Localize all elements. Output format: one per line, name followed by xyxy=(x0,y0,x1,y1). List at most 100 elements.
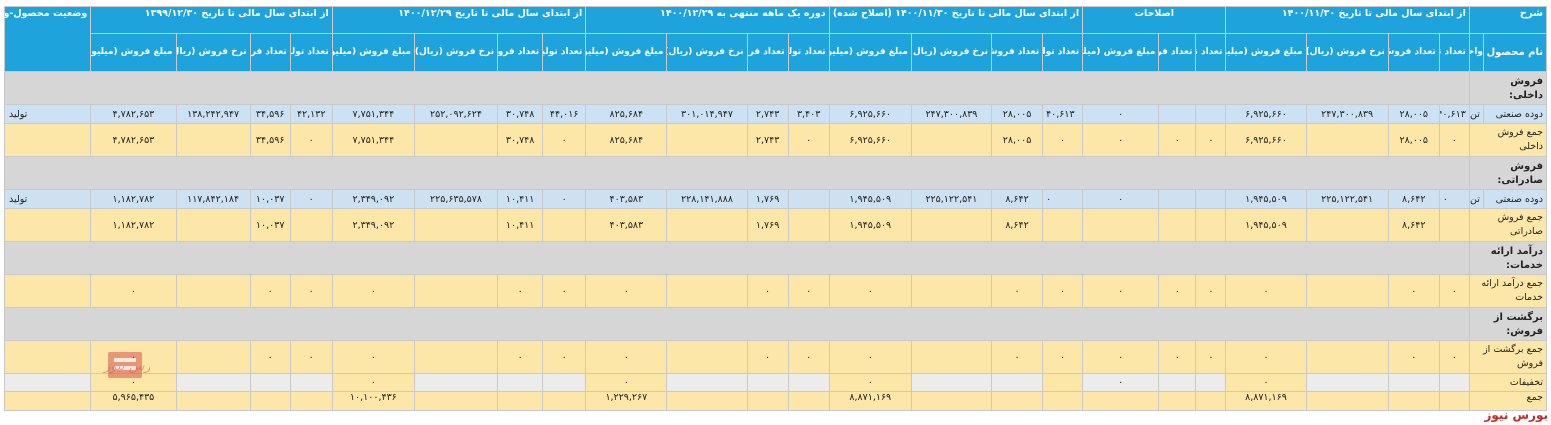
table-cell: ۲۵۲,۰۹۲,۶۲۴ xyxy=(413,104,499,124)
table-cell xyxy=(1158,373,1197,392)
table-cell: ۲۸,۰۰۵ xyxy=(990,123,1044,157)
table-cell xyxy=(175,391,251,411)
table-cell: ۰ xyxy=(746,340,789,374)
table-cell xyxy=(413,274,499,308)
table-cell: ۰ xyxy=(1387,274,1440,308)
table-cell xyxy=(413,391,499,411)
table-cell xyxy=(910,373,993,392)
table-cell: ۰ xyxy=(1082,373,1160,392)
table-cell: ۰ xyxy=(585,373,668,392)
table-cell xyxy=(1195,104,1227,124)
table-cell xyxy=(497,373,544,392)
row-label: تخفیفات xyxy=(1468,373,1548,392)
table-cell: ۰ xyxy=(289,189,333,209)
table-cell xyxy=(542,391,587,411)
table-cell: ۱,۹۴۵,۵۰۹ xyxy=(828,189,912,209)
table-cell xyxy=(1305,123,1389,157)
table-cell: ۲۲۵,۱۲۲,۵۴۱ xyxy=(1305,189,1389,209)
table-cell: ۰ xyxy=(1082,189,1160,209)
header-col: تعداد تولید xyxy=(542,33,587,72)
table-cell: ۰ xyxy=(542,340,587,374)
header-group-year-1399: از ابتدای سال مالی تا تاریخ ۱۳۹۹/۱۲/۳۰ xyxy=(90,6,333,34)
table-cell xyxy=(1042,391,1084,411)
section-label: فروش داخلی: xyxy=(1468,71,1548,105)
table-row: جمع فروش صادراتی ۸,۶۴۲ ۱,۹۴۵,۵۰۹ ۸,۶۴۲ ۱,۹۴… xyxy=(3,208,1548,242)
table-cell xyxy=(542,373,587,392)
table-cell-status xyxy=(3,274,92,308)
header-col: تعداد فروش xyxy=(497,33,544,72)
header-col: تعداد فروش xyxy=(746,33,789,72)
table-cell: ۲۲۵,۱۲۲,۵۴۱ xyxy=(910,189,993,209)
header-col: تعداد تولید xyxy=(1195,33,1227,72)
table-cell: ۰ xyxy=(289,340,333,374)
header-col: مبلغ فروش (میلیون ریال) xyxy=(585,33,668,72)
table-cell xyxy=(990,373,1044,392)
table-cell: ۰ xyxy=(828,274,912,308)
table-cell xyxy=(413,123,499,157)
table-cell: ۴,۷۸۲,۶۵۳ xyxy=(90,123,177,157)
table-cell: ۰ xyxy=(1042,340,1084,374)
table-cell: ۱,۲۲۹,۲۶۷ xyxy=(585,391,668,411)
row-unit: تن xyxy=(1468,189,1484,209)
row-label: جمع فروش صادراتی xyxy=(1468,208,1548,242)
table-cell: ۰ xyxy=(249,340,291,374)
table-cell: ۰ xyxy=(1082,274,1160,308)
table-cell: ۱,۹۴۵,۵۰۹ xyxy=(828,208,912,242)
row-label: جمع فروش داخلی xyxy=(1468,123,1548,157)
table-cell: ۱۰,۴۱۱ xyxy=(497,189,544,209)
header-row-groups: شرح از ابتدای سال مالی تا تاریخ ۱۴۰۰/۱۱/… xyxy=(3,6,1548,72)
table-cell: ۰ xyxy=(1225,274,1307,308)
table-row: جمع فروش داخلی ۰ ۲۸,۰۰۵ ۶,۹۲۵,۶۶۰ ۰ ۰ ۰ ۰ ۲۸,۰۰… xyxy=(3,123,1548,157)
table-cell: ۱,۱۸۲,۷۸۲ xyxy=(90,208,177,242)
table-cell: ۰ xyxy=(542,274,587,308)
table-cell: ۰ xyxy=(1195,123,1227,157)
table-cell xyxy=(1195,391,1227,411)
watermark-logo: بورس نیوز xyxy=(40,348,162,392)
table-cell xyxy=(1305,391,1389,411)
watermark-logo-icon: بورس نیوز xyxy=(102,352,162,378)
table-cell: ۱۳۸,۲۴۲,۹۴۷ xyxy=(175,104,251,124)
table-cell-status xyxy=(3,340,92,374)
table-cell: ۲,۳۴۹,۰۹۲ xyxy=(331,189,415,209)
table-cell: ۰ xyxy=(787,340,830,374)
table-row: دوده صنعتی تن ۴۰,۶۱۳ ۲۸,۰۰۵ ۲۴۷,۳۰۰,۸۳۹ ۶,۹… xyxy=(3,104,1548,124)
table-cell: ۰ xyxy=(746,274,789,308)
table-cell: ۰ xyxy=(1195,340,1227,374)
table-cell xyxy=(1042,373,1084,392)
table-cell xyxy=(787,208,830,242)
table-cell: ۰ xyxy=(249,274,291,308)
table-cell: ۸,۶۴۲ xyxy=(990,189,1044,209)
header-col: نرخ فروش (ریال) xyxy=(1305,33,1389,72)
table-cell: ۸,۶۴۲ xyxy=(990,208,1044,242)
table-cell xyxy=(787,391,830,411)
table-cell-status xyxy=(3,391,92,411)
section-label: درآمد ارائه خدمات: xyxy=(1468,241,1548,275)
table-cell: ۲,۷۴۳ xyxy=(746,123,789,157)
table-cell xyxy=(666,208,748,242)
table-cell: ۰ xyxy=(828,340,912,374)
row-label: جمع xyxy=(1468,391,1548,411)
table-cell xyxy=(910,340,993,374)
table-cell: ۲,۷۴۳ xyxy=(746,104,789,124)
table-cell: ۱۰,۰۳۷ xyxy=(249,189,291,209)
table-cell xyxy=(413,340,499,374)
table-cell xyxy=(175,373,251,392)
header-group-month: دوره یک ماهه منتهی به ۱۴۰۰/۱۲/۲۹ xyxy=(585,6,830,34)
header-row-columns: نام محصول واحد تعداد تولید تعداد فروش نر… xyxy=(5,33,1548,72)
table-cell: ۴۴,۰۱۶ xyxy=(542,104,587,124)
table-cell: ۷,۷۵۱,۳۴۴ xyxy=(331,123,415,157)
table-cell: ۰ xyxy=(1195,274,1227,308)
table-cell: ۳,۴۰۳ xyxy=(787,104,830,124)
table-cell: ۰ xyxy=(1158,340,1197,374)
table-cell: ۲۴۷,۳۰۰,۸۳۹ xyxy=(1305,104,1389,124)
table-cell xyxy=(746,391,789,411)
table-cell xyxy=(1387,391,1440,411)
header-col: تعداد فروش xyxy=(990,33,1044,72)
header-col: نرخ فروش (ریال) xyxy=(175,33,251,72)
table-cell: ۰ xyxy=(1042,123,1084,157)
row-status: تولید xyxy=(3,104,92,124)
table-cell: ۵,۹۶۵,۴۳۵ xyxy=(90,391,177,411)
table-cell xyxy=(497,391,544,411)
table-cell: ۸,۶۴۲ xyxy=(1387,189,1440,209)
